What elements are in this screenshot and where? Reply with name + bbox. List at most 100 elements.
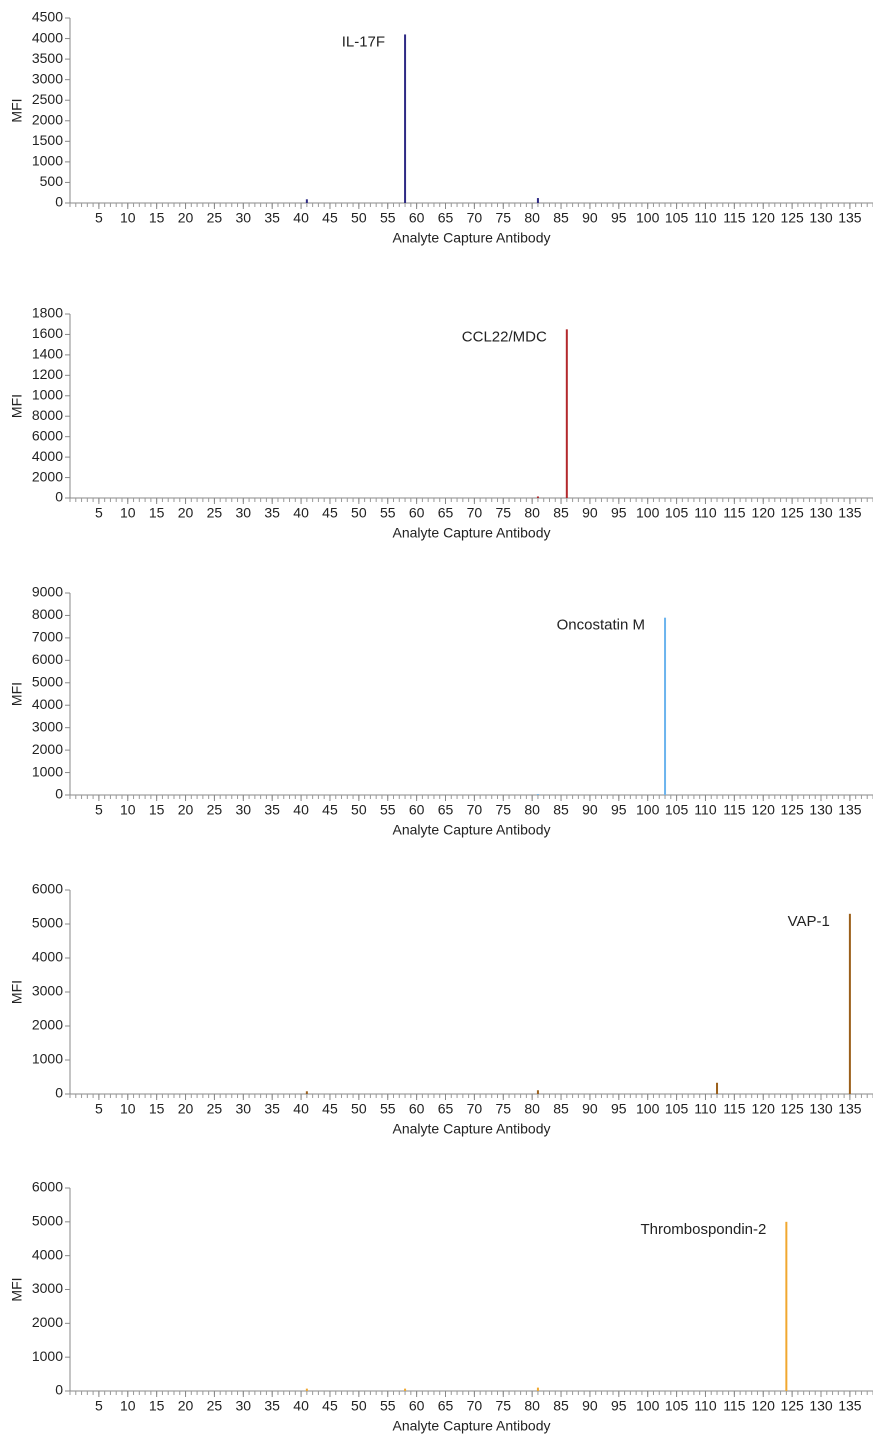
annotation: VAP-1 (788, 913, 830, 930)
x-tick-label: 70 (467, 1398, 483, 1414)
y-tick-label: 1500 (32, 132, 63, 148)
x-axis-title: Analyte Capture Antibody (393, 1418, 551, 1434)
x-tick-label: 105 (665, 505, 689, 521)
x-tick-label: 120 (752, 210, 776, 226)
y-tick-label: 2000 (32, 741, 63, 757)
bar (785, 1221, 788, 1391)
x-tick-label: 30 (236, 1398, 252, 1414)
x-tick-label: 20 (178, 1398, 194, 1414)
minor-ticks (69, 1094, 873, 1098)
x-tick-label: 75 (495, 505, 511, 521)
y-tick-label: 1400 (32, 346, 63, 362)
x-tick-label: 30 (236, 210, 252, 226)
y-tick-label: 4000 (32, 1246, 63, 1262)
x-tick-label: 130 (809, 210, 833, 226)
x-tick-label: 15 (149, 802, 165, 818)
x-tick-label: 110 (694, 505, 717, 521)
x-tick-label: 35 (264, 1398, 280, 1414)
x-tick-label: 55 (380, 505, 396, 521)
x-tick-label: 125 (780, 1101, 804, 1117)
y-tick-label: 0 (55, 786, 63, 802)
x-tick-label: 95 (611, 1101, 627, 1117)
x-tick-label: 85 (553, 505, 569, 521)
y-tick-label: 2500 (32, 91, 63, 107)
y-tick-label: 0 (55, 1382, 63, 1398)
x-tick-label: 130 (809, 505, 833, 521)
x-tick-label: 35 (264, 802, 280, 818)
x-tick-label: 90 (582, 210, 598, 226)
annotation: CCL22/MDC (462, 328, 547, 345)
x-tick-label: 60 (409, 505, 425, 521)
y-tick-label: 2000 (32, 1314, 63, 1330)
x-tick-label: 65 (438, 1101, 454, 1117)
x-tick-label: 110 (694, 1398, 717, 1414)
bar (848, 913, 851, 1094)
x-tick-label: 115 (723, 210, 746, 226)
x-tick-label: 15 (149, 1398, 165, 1414)
x-tick-label: 135 (838, 1101, 862, 1117)
x-tick-label: 70 (467, 210, 483, 226)
y-tick-label: 4000 (32, 448, 63, 464)
x-tick-label: 100 (636, 210, 660, 226)
x-tick-label: 30 (236, 1101, 252, 1117)
y-tick-label: 0 (55, 1085, 63, 1101)
x-tick-label: 20 (178, 802, 194, 818)
minor-ticks (69, 498, 873, 502)
x-tick-label: 15 (149, 505, 165, 521)
bar (404, 1388, 407, 1391)
x-tick-label: 15 (149, 1101, 165, 1117)
y-tick-label: 3500 (32, 50, 63, 66)
y-tick-label: 2000 (32, 468, 63, 484)
x-tick-label: 45 (322, 505, 338, 521)
x-tick-label: 120 (752, 505, 776, 521)
x-tick-label: 30 (236, 505, 252, 521)
bar (305, 1091, 308, 1094)
x-tick-label: 65 (438, 210, 454, 226)
y-tick-label: 1600 (32, 325, 63, 341)
x-tick-label: 25 (207, 1101, 223, 1117)
x-tick-label: 90 (582, 505, 598, 521)
x-axis-title: Analyte Capture Antibody (393, 525, 551, 541)
x-tick-label: 85 (553, 1398, 569, 1414)
y-tick-label: 1000 (32, 386, 63, 402)
x-tick-label: 125 (780, 802, 804, 818)
y-tick-label: 7000 (32, 629, 63, 645)
y-axis-title: MFI (9, 1277, 25, 1301)
x-tick-label: 110 (694, 1101, 717, 1117)
x-tick-label: 10 (120, 1101, 136, 1117)
x-tick-label: 115 (723, 1398, 746, 1414)
x-tick-label: 75 (495, 210, 511, 226)
x-tick-label: 105 (665, 802, 689, 818)
y-tick-label: 5000 (32, 673, 63, 689)
x-tick-label: 110 (694, 802, 717, 818)
x-tick-label: 90 (582, 1398, 598, 1414)
x-tick-label: 90 (582, 802, 598, 818)
y-tick-label: 9000 (32, 584, 63, 600)
x-tick-label: 75 (495, 802, 511, 818)
x-tick-label: 85 (553, 1101, 569, 1117)
x-tick-label: 125 (780, 1398, 804, 1414)
x-axis-title: Analyte Capture Antibody (393, 1121, 551, 1137)
x-tick-label: 50 (351, 505, 367, 521)
y-tick-label: 6000 (32, 651, 63, 667)
x-tick-label: 95 (611, 210, 627, 226)
x-tick-label: 45 (322, 1101, 338, 1117)
x-tick-label: 130 (809, 802, 833, 818)
y-tick-label: 1000 (32, 763, 63, 779)
bar (565, 329, 568, 498)
x-tick-label: 65 (438, 1398, 454, 1414)
x-tick-label: 35 (264, 505, 280, 521)
y-tick-label: 3000 (32, 983, 63, 999)
x-tick-label: 45 (322, 802, 338, 818)
x-tick-label: 135 (838, 1398, 862, 1414)
bar (305, 199, 308, 203)
y-tick-label: 3000 (32, 70, 63, 86)
y-tick-label: 3000 (32, 718, 63, 734)
x-tick-label: 10 (120, 1398, 136, 1414)
x-tick-label: 110 (694, 210, 717, 226)
x-tick-label: 60 (409, 1101, 425, 1117)
x-tick-label: 130 (809, 1101, 833, 1117)
x-tick-label: 40 (293, 802, 309, 818)
x-tick-label: 100 (636, 1101, 660, 1117)
x-tick-label: 20 (178, 210, 194, 226)
